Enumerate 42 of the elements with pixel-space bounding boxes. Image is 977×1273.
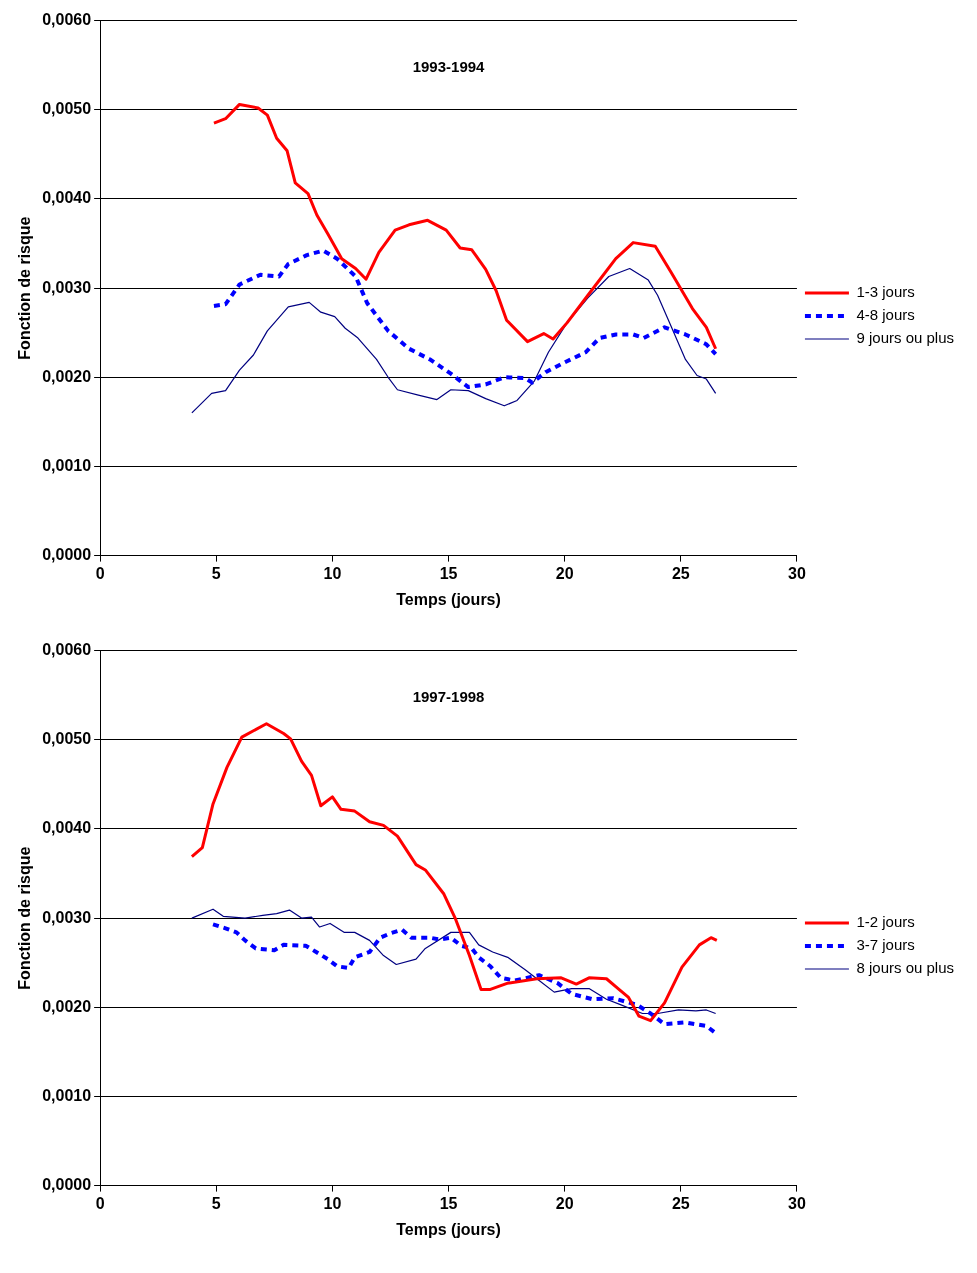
y-tick-label: 0,0040 <box>42 819 92 837</box>
y-tick-label: 0,0020 <box>42 367 92 385</box>
x-tick-label: 10 <box>323 1194 342 1212</box>
x-tick-label: 30 <box>788 1194 806 1212</box>
legend-label: 1-2 jours <box>856 913 915 931</box>
y-tick-label: 0,0050 <box>42 730 92 748</box>
y-tick-label: 0,0000 <box>42 546 92 564</box>
x-axis-title: Temps (jours) <box>396 590 501 608</box>
y-tick-label: 0,0060 <box>42 11 92 29</box>
x-tick-label: 15 <box>439 1194 458 1212</box>
line-series <box>211 248 718 390</box>
y-axis-title: Fonction de risque <box>16 846 34 990</box>
y-tick-label: 0,0020 <box>42 997 92 1015</box>
legend-label: 4-8 jours <box>856 306 915 324</box>
x-tick-label: 0 <box>95 1194 105 1212</box>
legend-label: 3-7 jours <box>856 936 915 954</box>
legend-label: 8 jours ou plus <box>856 959 954 977</box>
y-tick-label: 0,0030 <box>42 278 92 296</box>
x-tick-label: 30 <box>788 564 806 582</box>
x-tick-label: 5 <box>211 564 221 582</box>
y-tick-label: 0,0010 <box>42 456 92 474</box>
legend-label: 1-3 jours <box>856 283 915 301</box>
y-axis-title: Fonction de risque <box>16 216 34 360</box>
x-axis-title: Temps (jours) <box>396 1220 501 1238</box>
y-tick-label: 0,0050 <box>42 100 92 118</box>
text: 1993-1994 <box>412 58 486 76</box>
x-tick-label: 20 <box>555 1194 574 1212</box>
x-tick-label: 25 <box>671 564 690 582</box>
x-tick-label: 20 <box>555 564 574 582</box>
line-series <box>211 922 718 1036</box>
x-tick-label: 15 <box>439 564 458 582</box>
x-tick-label: 10 <box>323 564 342 582</box>
text: 1997-1998 <box>412 688 485 706</box>
y-tick-label: 0,0060 <box>42 641 92 659</box>
x-tick-label: 25 <box>671 1194 690 1212</box>
legend-label: 9 jours ou plus <box>856 329 954 347</box>
y-tick-label: 0,0040 <box>42 189 92 207</box>
y-tick-label: 0,0030 <box>42 908 92 926</box>
x-tick-label: 5 <box>211 1194 221 1212</box>
y-tick-label: 0,0010 <box>42 1086 92 1104</box>
x-tick-label: 0 <box>95 564 105 582</box>
y-tick-label: 0,0000 <box>42 1176 92 1194</box>
